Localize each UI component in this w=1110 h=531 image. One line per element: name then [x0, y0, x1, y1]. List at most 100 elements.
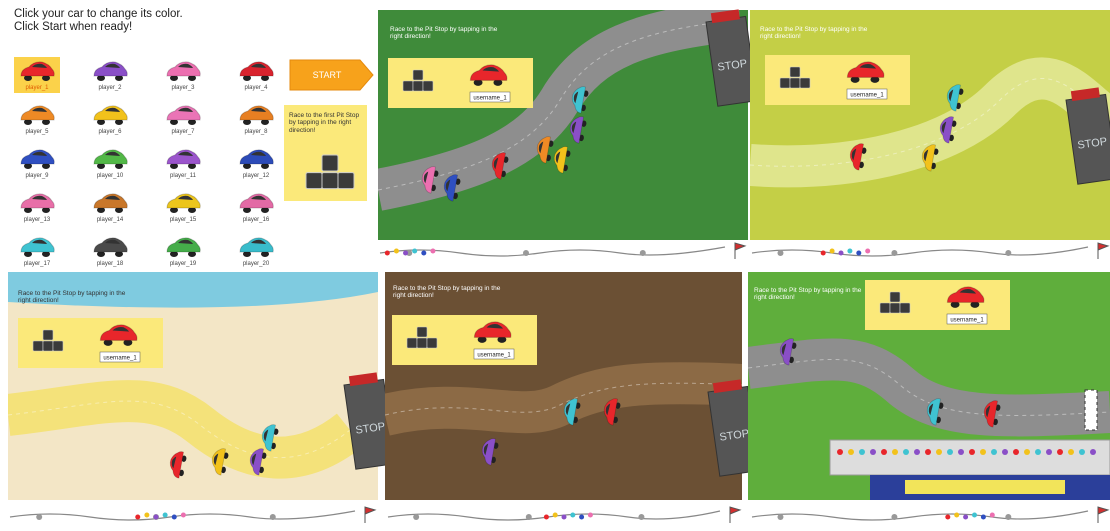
- finish-flag: [365, 507, 375, 523]
- player-label: player_8: [244, 129, 268, 135]
- key: [900, 303, 910, 313]
- progress-dot: [972, 513, 977, 518]
- checkpoint: [638, 514, 644, 520]
- player-car[interactable]: [240, 150, 273, 169]
- car-body: [167, 106, 200, 120]
- key: [790, 78, 800, 88]
- finish-flag: [730, 507, 740, 523]
- player-label: player_5: [25, 129, 49, 135]
- spectator: [881, 449, 887, 455]
- start-label[interactable]: START: [313, 70, 342, 80]
- key: [407, 338, 417, 348]
- instructions: Click Start when ready!: [14, 21, 132, 34]
- player-car[interactable]: [94, 106, 127, 125]
- player-car[interactable]: [240, 194, 273, 213]
- player-car[interactable]: [240, 62, 273, 81]
- spectator: [1046, 449, 1052, 455]
- progress-dot: [163, 513, 168, 518]
- player-car[interactable]: [21, 106, 54, 125]
- player-car[interactable]: [94, 150, 127, 169]
- checkpoint: [526, 514, 532, 520]
- spectator: [1057, 449, 1063, 455]
- progress-dot: [421, 251, 426, 256]
- spectator: [991, 449, 997, 455]
- checkpoint: [36, 514, 42, 520]
- checkpoint: [777, 250, 783, 256]
- progress-dot: [954, 513, 959, 518]
- spectator: [837, 449, 843, 455]
- player-car[interactable]: [21, 150, 54, 169]
- player-label: player_2: [98, 85, 122, 91]
- player-label: player_16: [243, 217, 270, 223]
- spectator: [1002, 449, 1008, 455]
- progress-dot: [394, 249, 399, 254]
- key: [800, 78, 810, 88]
- car-body: [21, 194, 54, 208]
- car-body: [167, 238, 200, 252]
- progress-dot: [430, 249, 435, 254]
- progress-dot: [172, 515, 177, 520]
- progress-dot: [856, 251, 861, 256]
- player-label: player_9: [25, 173, 49, 179]
- player-car[interactable]: [167, 62, 200, 81]
- game-screen: [748, 272, 1110, 500]
- key: [890, 292, 900, 302]
- progress-dot: [830, 249, 835, 254]
- spectator: [980, 449, 986, 455]
- player-label: player_10: [97, 173, 124, 179]
- spectator: [914, 449, 920, 455]
- spectator: [947, 449, 953, 455]
- key: [790, 67, 800, 77]
- progress-dot: [562, 515, 567, 520]
- car-body: [167, 150, 200, 164]
- player-label: player_15: [170, 217, 197, 223]
- progress-dot: [154, 515, 159, 520]
- player-car[interactable]: [240, 238, 273, 257]
- key: [890, 303, 900, 313]
- key: [53, 341, 63, 351]
- progress-dot: [981, 515, 986, 520]
- spectator: [1013, 449, 1019, 455]
- car-body: [94, 62, 127, 76]
- grandstand: [830, 440, 1110, 475]
- spectator: [1024, 449, 1030, 455]
- instruction: Race to the Pit Stop by tapping in the r…: [393, 285, 503, 300]
- car-body: [94, 150, 127, 164]
- instruction: Race to the Pit Stop by tapping in the r…: [18, 290, 128, 305]
- finish-line: [1085, 390, 1097, 430]
- car-body: [21, 106, 54, 120]
- player-car[interactable]: [240, 106, 273, 125]
- key: [413, 70, 423, 80]
- car-body: [21, 238, 54, 252]
- player-label: player_18: [97, 261, 124, 267]
- progress-dot: [181, 513, 186, 518]
- player-car[interactable]: [167, 194, 200, 213]
- instructions: Click your car to change its color.: [14, 8, 183, 21]
- username: username_1: [477, 353, 511, 359]
- username: username_1: [850, 93, 884, 99]
- key: [413, 81, 423, 91]
- wall-stripe: [905, 480, 1065, 494]
- spectator: [859, 449, 865, 455]
- checkpoint: [1005, 250, 1011, 256]
- key: [423, 81, 433, 91]
- screenshot: player_1player_2player_3player_4player_5…: [0, 0, 1110, 531]
- player-car[interactable]: [21, 238, 54, 257]
- progress-dot: [135, 515, 140, 520]
- car-body: [94, 106, 127, 120]
- game-screen: [8, 272, 378, 500]
- car-body: [94, 194, 127, 208]
- player-car[interactable]: [94, 62, 127, 81]
- player-car[interactable]: [167, 238, 200, 257]
- player-car[interactable]: [167, 106, 200, 125]
- player-car[interactable]: [167, 150, 200, 169]
- player-car[interactable]: [94, 238, 127, 257]
- spectator: [936, 449, 942, 455]
- player-car[interactable]: [21, 194, 54, 213]
- player-car[interactable]: [94, 194, 127, 213]
- finish-flag: [735, 243, 745, 259]
- instruction: Race to the Pit Stop by tapping in the r…: [390, 26, 500, 41]
- key: [33, 341, 43, 351]
- key: [880, 303, 890, 313]
- key: [306, 173, 322, 189]
